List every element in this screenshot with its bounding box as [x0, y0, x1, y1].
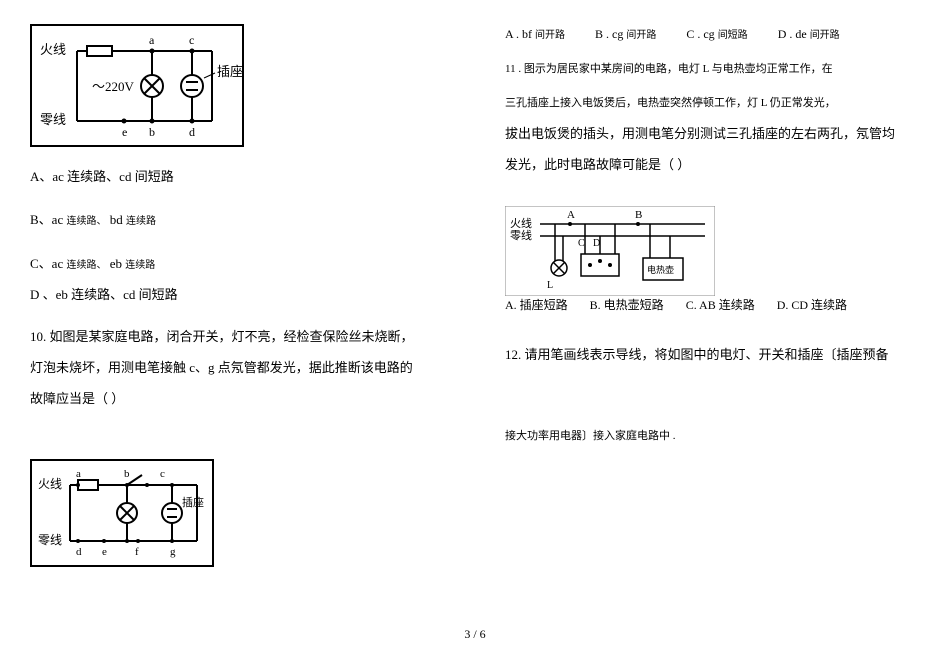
q11-line-1: 三孔插座上接入电饭煲后，电热壶突然停顿工作，灯 L 仍正常发光， — [505, 94, 920, 114]
svg-text:火线: 火线 — [40, 42, 66, 57]
svg-text:火线: 火线 — [510, 216, 532, 230]
svg-text:C: C — [578, 238, 585, 249]
svg-text:b: b — [149, 125, 155, 139]
page-footer: 3 / 6 — [0, 627, 950, 642]
circuit-diagram-2: 火线 零线 插座 a b c d e f g — [30, 459, 214, 567]
svg-text:火线: 火线 — [38, 477, 62, 491]
circuit-diagram-1: 火线 零线 ～220V 插座 a c b d e — [30, 24, 244, 147]
q10-line-2: 灯泡未烧坏，用测电笔接触 c、g 点氖管都发光，据此推断该电路的 — [30, 356, 445, 379]
q9-opt-a: A、ac 连续路、cd 间短路 — [30, 165, 445, 188]
svg-text:零线: 零线 — [40, 112, 66, 127]
q11-options: A. 插座短路 B. 电热壶短路 C. AB 连续路 D. CD 连续路 — [505, 296, 920, 313]
q10-line-1: 10. 如图是某家庭电路，闭合开关，灯不亮，经检查保险丝未烧断， — [30, 325, 445, 348]
svg-text:零线: 零线 — [510, 228, 532, 242]
svg-text:e: e — [102, 546, 107, 558]
svg-text:d: d — [189, 125, 195, 139]
q10-options: A . bf间开路 B . cg间开路 C . cg间短路 D . de间开路 — [505, 26, 920, 42]
svg-text:B: B — [635, 209, 642, 221]
svg-text:f: f — [135, 546, 139, 558]
q10-line-3: 故障应当是（ ） — [30, 387, 445, 410]
svg-text:D: D — [593, 238, 600, 249]
svg-text:电热壶: 电热壶 — [647, 264, 674, 275]
svg-text:L: L — [547, 280, 553, 291]
svg-text:d: d — [76, 546, 82, 558]
svg-text:b: b — [124, 468, 130, 480]
svg-text:a: a — [149, 33, 155, 47]
circuit-diagram-3: 火线 零线 A B C D L — [505, 206, 920, 300]
svg-text:零线: 零线 — [38, 533, 62, 547]
q9-opt-c: C、ac 连续路、 eb 连续路 — [30, 252, 445, 275]
svg-text:c: c — [160, 468, 165, 480]
svg-text:g: g — [170, 546, 176, 558]
q12-line-1: 12. 请用笔画线表示导线，将如图中的电灯、开关和插座〔插座预备 — [505, 343, 920, 366]
svg-text:插座: 插座 — [217, 64, 242, 79]
q11-line-3: 发光，此时电路故障可能是（ ） — [505, 153, 920, 176]
svg-text:～220V: ～220V — [92, 79, 135, 94]
q9-opt-d: D 、eb 连续路、cd 间短路 — [30, 283, 445, 306]
q9-opt-b: B、ac 连续路、 bd 连续路 — [30, 208, 445, 231]
svg-text:插座: 插座 — [182, 495, 204, 509]
right-column: A . bf间开路 B . cg间开路 C . cg间短路 D . de间开路 … — [505, 20, 920, 577]
svg-text:c: c — [189, 33, 194, 47]
q12-line-2: 接大功率用电器〕接入家庭电路中 . — [505, 427, 920, 447]
svg-text:A: A — [567, 209, 575, 221]
svg-text:e: e — [122, 125, 127, 139]
left-column: 火线 零线 ～220V 插座 a c b d e A、ac 连续路、cd 间短路… — [30, 20, 445, 577]
svg-text:a: a — [76, 468, 81, 480]
q11-line-2: 拔出电饭煲的插头，用测电笔分别测试三孔插座的左右两孔，氖管均 — [505, 122, 920, 145]
q11-line-0: 11 . 图示为居民家中某房间的电路，电灯 L 与电热壶均正常工作，在 — [505, 60, 920, 80]
